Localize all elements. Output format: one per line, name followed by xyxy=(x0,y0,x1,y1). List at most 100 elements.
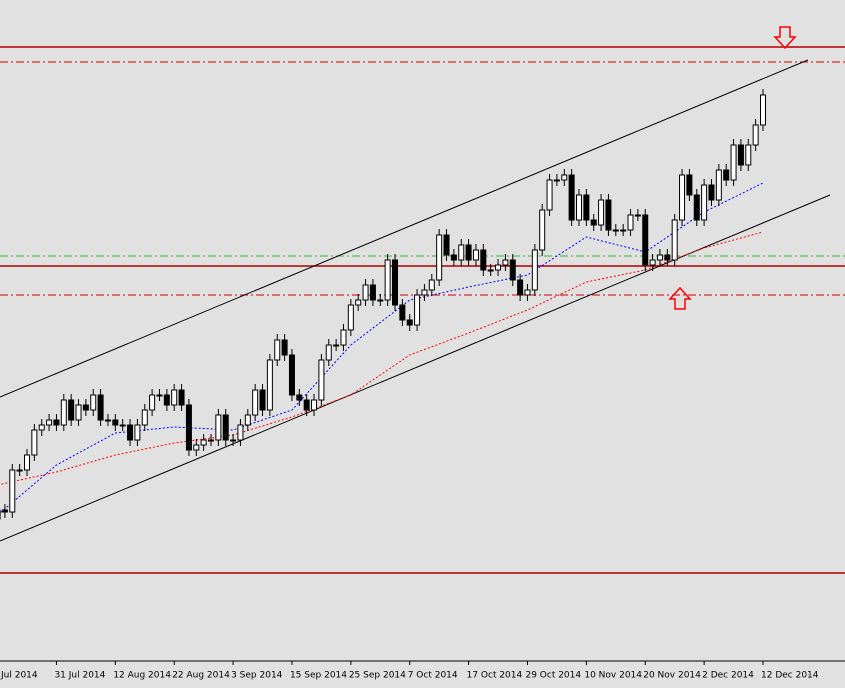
candle-body xyxy=(39,425,44,430)
candle-body xyxy=(216,415,221,440)
candle-body xyxy=(164,395,169,405)
candle-body xyxy=(245,415,250,425)
candle-body xyxy=(10,470,15,512)
candle-body xyxy=(606,200,611,230)
candle-body xyxy=(128,425,133,440)
candle-body xyxy=(135,425,140,440)
candle-body xyxy=(591,220,596,225)
candle-body xyxy=(577,195,582,220)
candle-body xyxy=(680,175,685,220)
candle-body xyxy=(253,390,258,415)
candle-body xyxy=(393,260,398,305)
x-tick-label: 12 Aug 2014 xyxy=(113,671,171,681)
candle-body xyxy=(709,185,714,200)
candle-body xyxy=(356,300,361,305)
candle-body xyxy=(738,145,743,165)
candle-body xyxy=(532,250,537,290)
candle-body xyxy=(25,455,30,470)
candle-body xyxy=(702,185,707,220)
candle-body xyxy=(319,360,324,400)
candle-body xyxy=(525,290,530,295)
candle-body xyxy=(91,395,96,410)
x-tick-label: 3 Sep 2014 xyxy=(231,671,283,681)
candle-body xyxy=(599,200,604,225)
candle-body xyxy=(113,420,118,425)
candle-body xyxy=(2,510,7,512)
candle-body xyxy=(150,395,155,410)
x-tick-label: Jul 2014 xyxy=(0,671,38,681)
candle-body xyxy=(32,430,37,455)
candle-body xyxy=(186,405,191,450)
x-tick-label: 10 Nov 2014 xyxy=(584,671,642,681)
candle-body xyxy=(672,220,677,260)
candle-body xyxy=(569,175,574,220)
candle-body xyxy=(370,285,375,300)
candle-body xyxy=(157,395,162,396)
candle-body xyxy=(554,180,559,181)
candle-body xyxy=(98,395,103,420)
candle-body xyxy=(61,400,66,425)
candle-body xyxy=(753,125,758,145)
candle-body xyxy=(312,400,317,410)
x-tick-label: 12 Dec 2014 xyxy=(761,671,819,681)
candle-body xyxy=(83,405,88,410)
candle-body xyxy=(635,215,640,216)
candle-body xyxy=(363,285,368,300)
candle-body xyxy=(451,255,456,260)
candle-body xyxy=(201,440,206,445)
candle-body xyxy=(326,345,331,360)
candle-body xyxy=(724,170,729,180)
candle-body xyxy=(444,235,449,255)
candle-body xyxy=(429,280,434,290)
candle-body xyxy=(69,400,74,420)
candle-body xyxy=(400,305,405,320)
x-tick-label: 17 Oct 2014 xyxy=(467,671,523,681)
candle-body xyxy=(547,180,552,210)
candle-body xyxy=(621,230,626,231)
candle-body xyxy=(628,215,633,230)
candle-body xyxy=(194,445,199,450)
candle-body xyxy=(584,195,589,220)
candle-body xyxy=(687,175,692,195)
candle-body xyxy=(76,405,81,420)
candle-body xyxy=(260,390,265,410)
candle-body xyxy=(334,345,339,346)
candle-body xyxy=(275,340,280,360)
candle-body xyxy=(238,425,243,440)
candle-body xyxy=(209,440,214,441)
x-tick-label: 22 Aug 2014 xyxy=(172,671,230,681)
candle-body xyxy=(731,145,736,180)
candle-body xyxy=(341,330,346,345)
candle-body xyxy=(378,300,383,301)
candle-body xyxy=(716,170,721,200)
candle-body xyxy=(172,390,177,405)
candle-body xyxy=(231,440,236,441)
candle-body xyxy=(503,260,508,265)
candle-body xyxy=(407,320,412,325)
x-tick-label: 20 Nov 2014 xyxy=(643,671,701,681)
candle-body xyxy=(142,410,147,425)
candle-body xyxy=(746,145,751,165)
candle-body xyxy=(562,175,567,180)
candle-body xyxy=(665,255,670,260)
candle-body xyxy=(518,280,523,295)
candle-body xyxy=(473,250,478,260)
candle-body xyxy=(223,415,228,440)
candle-body xyxy=(437,235,442,280)
candle-body xyxy=(466,245,471,260)
candle-body xyxy=(54,420,59,425)
candle-body xyxy=(481,250,486,270)
candle-body xyxy=(179,390,184,405)
candle-body xyxy=(488,270,493,271)
candle-body xyxy=(385,260,390,300)
candle-body xyxy=(47,420,52,425)
candle-body xyxy=(120,425,125,426)
candle-body xyxy=(348,305,353,330)
candle-body xyxy=(415,295,420,325)
candle-body xyxy=(650,260,655,265)
candle-body xyxy=(422,290,427,295)
x-tick-label: 31 Jul 2014 xyxy=(54,671,105,681)
candle-body xyxy=(459,245,464,260)
candle-body xyxy=(540,210,545,250)
